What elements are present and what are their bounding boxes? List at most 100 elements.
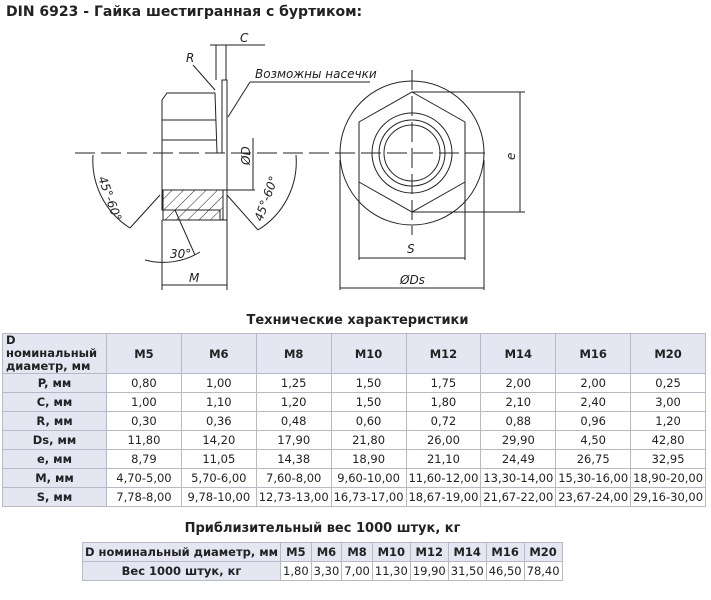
table-cell: 29,90	[480, 430, 557, 450]
row-label: C, мм	[2, 392, 107, 412]
specs-caption: Технические характеристики	[246, 313, 469, 328]
row-label: Вес 1000 штук, кг	[81, 561, 282, 581]
table-cell: 9,60-10,00	[330, 468, 407, 488]
size-header: M14	[480, 333, 557, 374]
table-cell: 23,67-24,00	[555, 487, 632, 507]
side-view	[75, 44, 370, 290]
label-ds: ØDs	[399, 273, 425, 287]
table-cell: 12,73-13,00	[255, 487, 332, 507]
row-label: e, мм	[2, 449, 107, 469]
table-cell: 4,50	[555, 430, 632, 450]
label-notch: Возможны насечки	[255, 67, 377, 81]
table-cell: 8,79	[106, 449, 182, 469]
table-cell: 11,05	[180, 449, 257, 469]
label-e: e	[504, 153, 518, 160]
size-header: M6	[180, 333, 257, 374]
table-cell: 1,50	[330, 392, 407, 412]
table-cell: 13,30-14,00	[480, 468, 557, 488]
label-angle-left: 45°-60°	[95, 174, 124, 223]
row-label: R, мм	[2, 411, 107, 431]
row-label: M, мм	[2, 468, 107, 488]
table-cell: 1,25	[255, 373, 332, 393]
table-cell: 0,48	[255, 411, 332, 431]
table-cell: 21,80	[330, 430, 407, 450]
weight-table: D номинальный диаметр, мм M5 M6 M8 M10 M12 M14…	[81, 542, 563, 581]
table-cell: 0,60	[330, 411, 407, 431]
label-c: C	[240, 31, 249, 45]
table-cell: 2,40	[555, 392, 632, 412]
table-cell: 1,75	[405, 373, 482, 393]
table-cell: 2,00	[480, 373, 557, 393]
table-cell: 9,78-10,00	[180, 487, 257, 507]
table-cell: 1,10	[180, 392, 257, 412]
table-cell: 11,80	[106, 430, 182, 450]
table-row: M, мм 4,70-5,00 5,70-6,00 7,60-8,00 9,60-10,…	[2, 468, 706, 488]
size-header: M8	[255, 333, 332, 374]
table-cell: 19,90	[409, 561, 449, 581]
table-cell: 0,88	[480, 411, 557, 431]
table-cell: 14,20	[180, 430, 257, 450]
row-label: Ds, мм	[2, 430, 107, 450]
table-row: S, мм 7,78-8,00 9,78-10,00 12,73-13,00 16,73…	[2, 487, 706, 507]
table-cell: 32,95	[630, 449, 706, 469]
size-header: M16	[485, 542, 525, 562]
table-cell: 0,80	[106, 373, 182, 393]
table-cell: 0,72	[405, 411, 482, 431]
size-header: M10	[371, 542, 411, 562]
table-cell: 1,20	[630, 411, 706, 431]
table-cell: 2,10	[480, 392, 557, 412]
table-header-row: D номинальный диаметр, мм M5 M6 M8 M10 M12 M14…	[81, 542, 563, 562]
size-header: M20	[523, 542, 563, 562]
size-header: M16	[555, 333, 632, 374]
size-header: M20	[630, 333, 706, 374]
table-cell: 1,80	[280, 561, 312, 581]
table-cell: 7,60-8,00	[255, 468, 332, 488]
table-cell: 16,73-17,00	[330, 487, 407, 507]
table-cell: 1,80	[405, 392, 482, 412]
table-cell: 7,78-8,00	[106, 487, 182, 507]
nut-drawing: C R Возможны насечки ØD 45°-60° 45°-60° …	[75, 31, 525, 290]
table-cell: 26,00	[405, 430, 482, 450]
table-cell: 1,00	[180, 373, 257, 393]
table-cell: 0,30	[106, 411, 182, 431]
table-cell: 1,00	[106, 392, 182, 412]
table-cell: 26,75	[555, 449, 632, 469]
table-row: P, мм 0,80 1,00 1,25 1,50 1,75 2,00 2,00 0,25	[2, 373, 706, 393]
table-cell: 0,36	[180, 411, 257, 431]
table-cell: 31,50	[447, 561, 487, 581]
size-header: M12	[409, 542, 449, 562]
label-m: M	[189, 271, 200, 285]
table-cell: 46,50	[485, 561, 525, 581]
table-cell: 21,10	[405, 449, 482, 469]
size-header: M8	[341, 542, 373, 562]
weight-caption: Приблизительный вес 1000 штук, кг	[184, 521, 461, 536]
table-row: Ds, мм 11,80 14,20 17,90 21,80 26,00 29,90 4,50…	[2, 430, 706, 450]
table-cell: 78,40	[523, 561, 563, 581]
header-label: D номинальный диаметр, мм	[2, 333, 107, 374]
table-cell: 2,00	[555, 373, 632, 393]
table-row: Вес 1000 штук, кг 1,80 3,30 7,00 11,30 19,90 3…	[81, 561, 563, 581]
row-label: S, мм	[2, 487, 107, 507]
specs-table: D номинальный диаметр, мм M5 M6 M8 M10 M12 M14…	[2, 333, 706, 507]
table-cell: 21,67-22,00	[480, 487, 557, 507]
size-header: M14	[447, 542, 487, 562]
row-label: P, мм	[2, 373, 107, 393]
table-cell: 3,00	[630, 392, 706, 412]
table-cell: 24,49	[480, 449, 557, 469]
front-view	[335, 70, 525, 290]
size-header: M6	[310, 542, 343, 562]
label-d: ØD	[239, 146, 253, 166]
table-cell: 4,70-5,00	[106, 468, 182, 488]
table-cell: 11,30	[371, 561, 411, 581]
table-cell: 14,38	[255, 449, 332, 469]
table-cell: 18,67-19,00	[405, 487, 482, 507]
label-r: R	[186, 51, 194, 65]
table-row: e, мм 8,79 11,05 14,38 18,90 21,10 24,49 26,75 3…	[2, 449, 706, 469]
table-cell: 42,80	[630, 430, 706, 450]
table-cell: 0,25	[630, 373, 706, 393]
page-title: DIN 6923 - Гайка шестигранная с буртиком…	[6, 4, 363, 20]
table-cell: 0,96	[555, 411, 632, 431]
label-30: 30°	[170, 247, 191, 261]
table-cell: 29,16-30,00	[630, 487, 706, 507]
table-cell: 5,70-6,00	[180, 468, 257, 488]
